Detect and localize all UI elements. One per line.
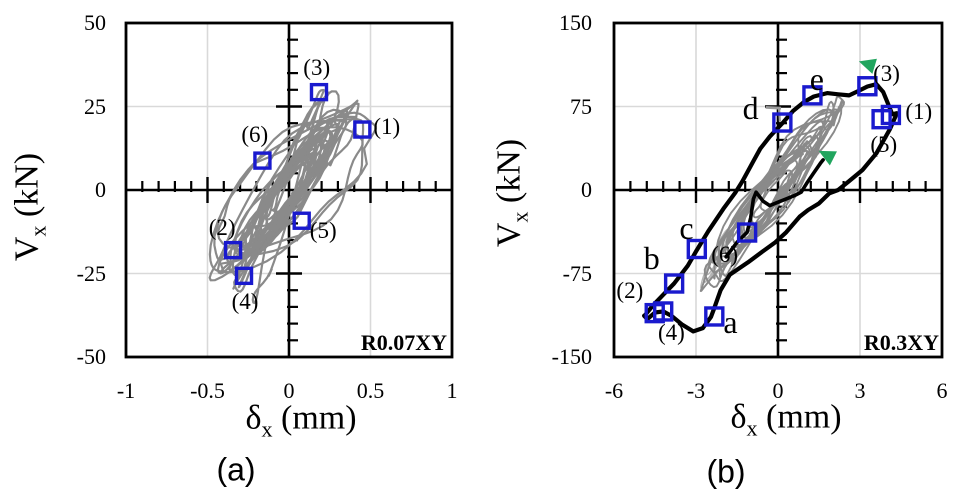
data-marker-square-4 xyxy=(653,301,674,322)
plot-border xyxy=(124,21,454,359)
marker-label-4: (4) xyxy=(657,320,685,346)
x-tick-label-3: 0.5 xyxy=(356,378,385,403)
marker-label-e: e xyxy=(809,60,824,97)
x-tick-label-4: 6 xyxy=(936,378,948,403)
hysteresis-loop xyxy=(231,108,348,276)
data-marker-square-6 xyxy=(253,151,272,170)
marker-label-5: (5) xyxy=(309,218,337,244)
data-marker-square-6 xyxy=(736,222,758,243)
y-tick-label-4: -50 xyxy=(76,344,106,369)
marker-label-2: (2) xyxy=(208,215,236,241)
data-marker-square-a xyxy=(704,306,725,327)
specimen-label-b: R0.3XY xyxy=(863,330,939,355)
y-tick-label-3: -75 xyxy=(562,260,592,286)
x-axis-subscript: x xyxy=(746,415,758,441)
x-tick-label-3: 3 xyxy=(854,378,866,403)
marker-label-b: b xyxy=(643,239,660,276)
marker-label-6: (6) xyxy=(711,241,739,267)
x-tick-label-0: -1 xyxy=(116,378,136,403)
marker-label-3: (3) xyxy=(873,60,900,86)
hysteresis-loop xyxy=(233,88,325,293)
data-marker-square-d xyxy=(772,112,793,133)
data-marker-square-b xyxy=(663,273,685,294)
peak-marker-triangle xyxy=(858,58,877,74)
x-axis-unit: (mm) xyxy=(272,399,357,437)
hysteresis-loop xyxy=(251,97,326,305)
data-marker-square-c xyxy=(686,238,708,260)
x-tick-label-1: -3 xyxy=(686,378,706,403)
x-axis-title-a: δx (mm) xyxy=(245,400,356,443)
hysteresis-loop xyxy=(710,108,838,265)
y-tick-label-0: 50 xyxy=(84,10,106,35)
y-tick-label-1: 25 xyxy=(84,93,106,119)
panel-caption-a: (a) xyxy=(216,451,256,488)
x-tick-label-2: 0 xyxy=(283,378,295,403)
specimen-label-a: R0.07XY xyxy=(360,330,447,355)
marker-label-5: (5) xyxy=(870,132,898,158)
x-tick-label-1: -0.5 xyxy=(190,378,225,403)
peak-marker-triangle xyxy=(818,150,837,166)
marker-label-6: (6) xyxy=(241,122,269,148)
x-axis-title-b: δx (mm) xyxy=(730,399,841,442)
x-tick-label-0: -6 xyxy=(604,378,624,403)
x-axis-unit: (mm) xyxy=(757,398,842,436)
data-marker-square-e xyxy=(802,85,823,106)
x-tick-label-2: 0 xyxy=(772,378,784,403)
marker-label-4: (4) xyxy=(231,289,259,315)
data-marker-square-5 xyxy=(292,211,311,230)
x-tick-label-4: 1 xyxy=(446,378,458,403)
data-marker-square-5 xyxy=(871,108,892,130)
marker-label-a: a xyxy=(723,303,738,340)
plot-border xyxy=(612,21,944,359)
data-marker-square-3 xyxy=(857,76,878,97)
y-tick-label-2: 0 xyxy=(581,177,592,202)
marker-label-3: (3) xyxy=(303,55,331,81)
x-axis-variable: δ xyxy=(245,399,262,437)
data-marker-square-2 xyxy=(223,240,243,260)
marker-label-1: (1) xyxy=(373,113,401,139)
data-marker-square-4 xyxy=(234,266,254,286)
y-tick-label-4: -150 xyxy=(551,344,592,369)
y-tick-label-1: 75 xyxy=(570,93,592,119)
y-tick-label-0: 150 xyxy=(559,10,592,35)
marker-label-2: (2) xyxy=(616,278,644,304)
y-tick-label-2: 0 xyxy=(95,177,106,202)
x-axis-subscript: x xyxy=(261,416,273,442)
x-axis-variable: δ xyxy=(730,398,747,436)
hysteresis-loop xyxy=(216,126,364,251)
panel-caption-b: (b) xyxy=(706,453,746,489)
y-tick-label-3: -25 xyxy=(76,260,106,286)
marker-label-c: c xyxy=(679,209,694,246)
marker-label-d: d xyxy=(742,90,759,127)
marker-label-1: (1) xyxy=(905,98,933,124)
hysteresis-loop xyxy=(259,139,323,243)
gray-dash-mark xyxy=(765,105,782,110)
data-marker-square-3 xyxy=(309,82,329,102)
data-marker-square-1 xyxy=(353,120,372,139)
